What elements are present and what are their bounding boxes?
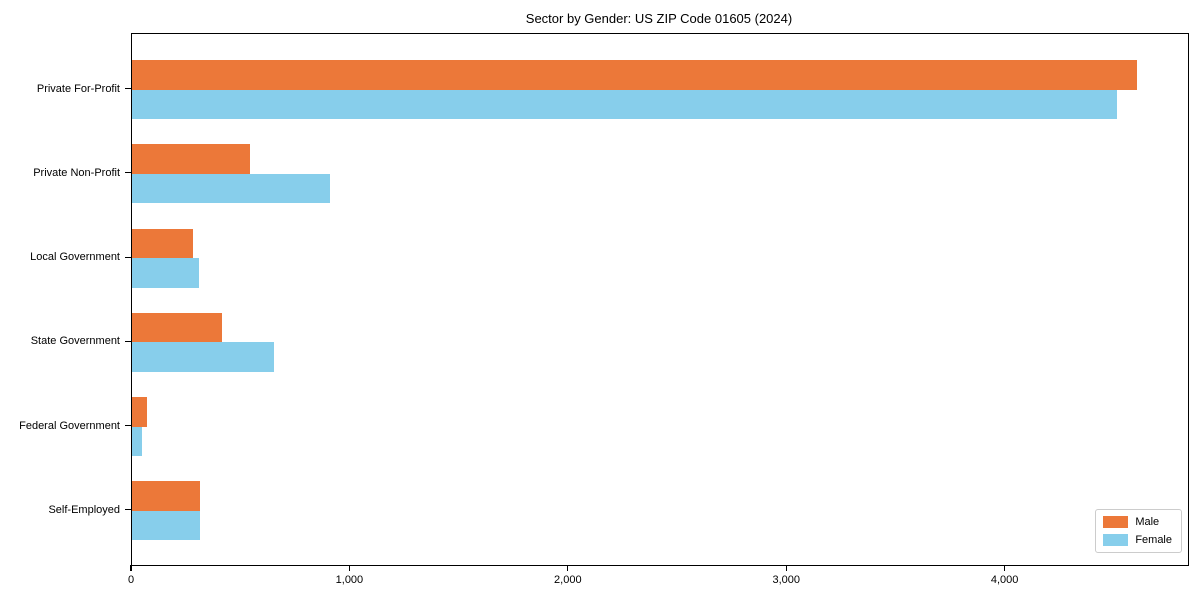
plot-area: Male Female <box>131 33 1189 566</box>
legend-item-female: Female <box>1103 533 1172 547</box>
bar-male-0 <box>132 60 1137 90</box>
bar-female-0 <box>132 89 1118 120</box>
bar-male-3 <box>132 312 222 343</box>
legend-label-female: Female <box>1135 534 1172 546</box>
bar-female-3 <box>132 342 274 372</box>
female-swatch <box>1103 534 1129 546</box>
x-tick-label: 4,000 <box>990 574 1019 586</box>
bar-male-4 <box>132 397 148 427</box>
y-axis-label: Private For-Profit <box>36 82 120 95</box>
y-tick <box>125 509 131 511</box>
bar-male-5 <box>132 481 200 511</box>
legend-label-male: Male <box>1135 516 1160 528</box>
y-tick <box>125 340 131 342</box>
x-tick <box>1004 565 1006 571</box>
y-axis-label: Private Non-Profit <box>33 166 120 179</box>
y-axis-label: State Government <box>30 335 120 348</box>
male-swatch <box>1103 516 1129 528</box>
x-tick <box>785 565 787 571</box>
y-tick <box>125 424 131 427</box>
y-tick <box>125 88 131 90</box>
y-axis-label: Self-Employed <box>48 503 120 516</box>
x-tick <box>348 565 350 571</box>
y-tick <box>125 256 131 258</box>
x-tick-label: 1,000 <box>335 574 364 586</box>
y-axis-label: Local Government <box>30 251 120 264</box>
bar-male-2 <box>132 228 194 259</box>
x-tick <box>130 565 132 571</box>
bar-male-1 <box>132 144 250 174</box>
bar-female-2 <box>132 258 199 288</box>
x-tick-label: 2,000 <box>554 574 582 586</box>
bar-female-5 <box>132 510 200 541</box>
x-tick-label: 0 <box>127 574 135 586</box>
y-axis-label: Federal Government <box>19 419 120 432</box>
x-tick <box>567 565 569 571</box>
legend-item-male: Male <box>1103 515 1172 529</box>
bar-female-1 <box>132 173 330 204</box>
legend: Male Female <box>1095 509 1182 553</box>
chart-title: Sector by Gender: US ZIP Code 01605 (202… <box>525 11 793 26</box>
x-tick-label: 3,000 <box>772 574 800 586</box>
bar-female-4 <box>132 426 142 456</box>
y-tick <box>125 172 131 174</box>
